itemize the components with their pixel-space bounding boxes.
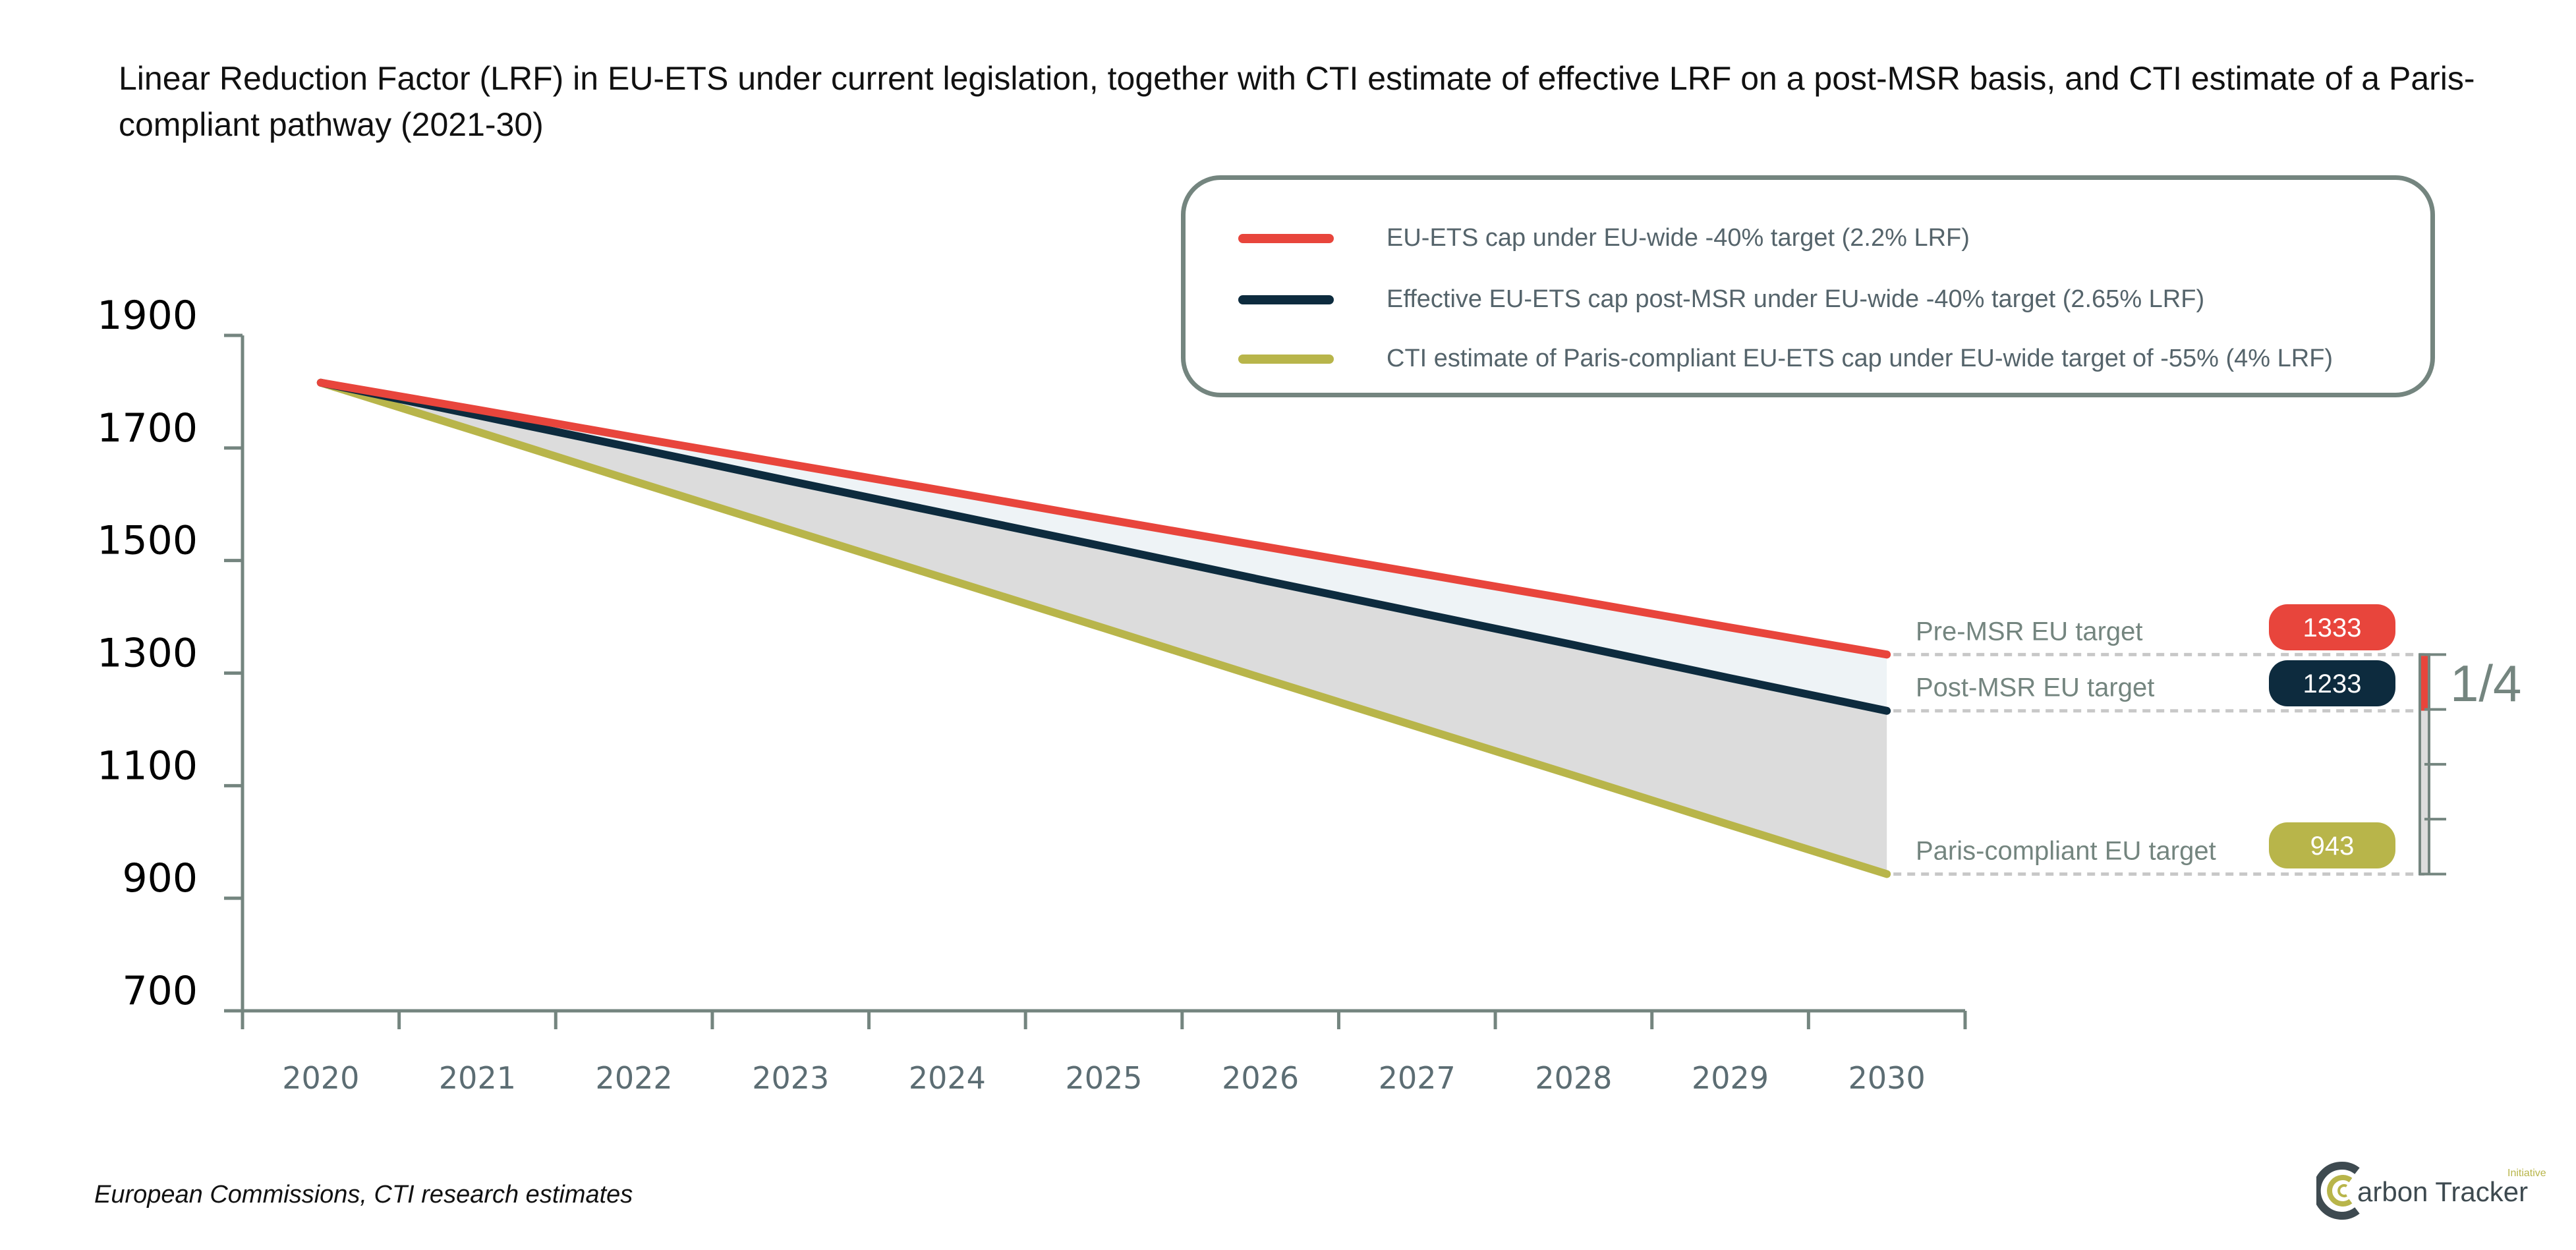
x-tick-label: 2025 (1065, 1060, 1142, 1096)
chart-title: Linear Reduction Factor (LRF) in EU-ETS … (119, 60, 2475, 143)
x-tick-label: 2024 (909, 1060, 986, 1096)
legend-swatch-red (1238, 233, 1334, 243)
x-tick-label: 2020 (282, 1060, 359, 1096)
target-label: Post-MSR EU target (1916, 673, 2154, 702)
gap-fraction-label: 1/4 (2450, 654, 2521, 712)
legend: EU-ETS cap under EU-wide -40% target (2.… (1181, 175, 2435, 397)
x-tick-label: 2030 (1848, 1060, 1926, 1096)
legend-label: Effective EU-ETS cap post-MSR under EU-w… (1387, 285, 2205, 313)
svg-text:arbon Tracker: arbon Tracker (2357, 1176, 2528, 1207)
y-tick-label: 1700 (97, 405, 198, 451)
target-value-badge (2269, 604, 2395, 650)
y-tick-label: 1100 (97, 743, 198, 789)
source-footnote: European Commissions, CTI research estim… (94, 1181, 633, 1208)
series-line-1 (316, 378, 1891, 715)
legend-item-post-msr-cap: Effective EU-ETS cap post-MSR under EU-w… (1238, 285, 2204, 314)
y-tick-label: 1500 (97, 518, 198, 564)
target-value: 943 (2310, 832, 2355, 861)
legend-item-paris-compliant-cap: CTI estimate of Paris-compliant EU-ETS c… (1238, 345, 2333, 373)
y-tick-label: 700 (122, 968, 198, 1014)
x-tick-label: 2022 (596, 1060, 673, 1096)
target-value: 1233 (2303, 669, 2362, 698)
x-tick-label: 2026 (1222, 1060, 1299, 1096)
target-value-badge (2269, 822, 2395, 868)
legend-label: CTI estimate of Paris-compliant EU-ETS c… (1387, 345, 2333, 372)
target-label: Paris-compliant EU target (1916, 836, 2216, 865)
x-tick-label: 2028 (1535, 1060, 1612, 1096)
target-value-badge (2269, 660, 2395, 706)
target-value: 1333 (2303, 613, 2362, 642)
y-tick-label: 1300 (97, 631, 198, 677)
legend-item-eu-ets-cap: EU-ETS cap under EU-wide -40% target (2.… (1238, 224, 1970, 252)
x-tick-label: 2029 (1692, 1060, 1769, 1096)
y-tick-label: 1900 (97, 293, 198, 339)
target-label: Pre-MSR EU target (1916, 617, 2143, 646)
legend-swatch-navy (1238, 295, 1334, 304)
y-tick-label: 900 (122, 855, 198, 901)
x-tick-label: 2021 (439, 1060, 516, 1096)
legend-label: EU-ETS cap under EU-wide -40% target (2.… (1387, 224, 1970, 252)
x-tick-label: 2023 (752, 1060, 829, 1096)
carbon-tracker-logo: arbon Tracker Initiative (2316, 1162, 2546, 1220)
gap-bracket-fill (2421, 656, 2428, 711)
legend-swatch-olive (1238, 354, 1334, 364)
svg-text:Initiative: Initiative (2507, 1168, 2546, 1179)
x-tick-label: 2027 (1379, 1060, 1456, 1096)
